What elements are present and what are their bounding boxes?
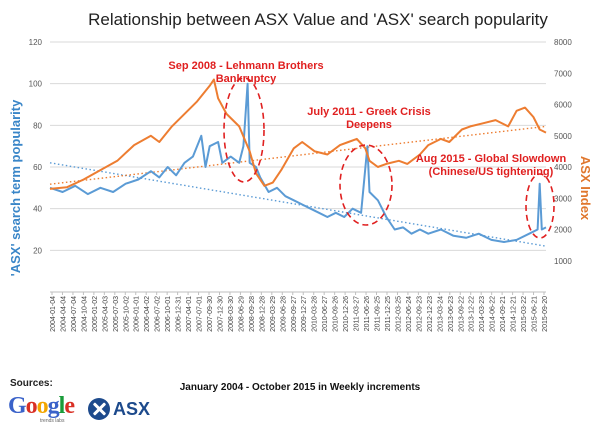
- right-tick-label: 1000: [554, 257, 572, 266]
- x-tick-label: 2005-04-03: [102, 296, 109, 332]
- x-tick-label: 2007-04-01: [186, 296, 193, 332]
- left-tick-label: 60: [33, 163, 42, 172]
- x-tick-label: 2009-03-29: [270, 296, 277, 332]
- x-tick-label: 2008-09-28: [249, 296, 256, 332]
- x-tick-label: 2004-01-04: [50, 296, 57, 332]
- x-tick-label: 2010-09-26: [333, 296, 340, 332]
- search-popularity-line: [49, 82, 547, 243]
- event-highlight-ellipse: [339, 144, 393, 226]
- x-tick-label: 2006-01-01: [134, 296, 141, 332]
- event-highlight-ellipse: [223, 77, 265, 183]
- x-tick-label: 2008-06-29: [238, 296, 245, 332]
- x-tick-label: 2006-04-02: [144, 296, 151, 332]
- google-logo-letter: e: [64, 393, 75, 419]
- google-trends-subtitle: trends labs: [40, 418, 65, 424]
- grid: [50, 41, 546, 293]
- chart-title: Relationship between ASX Value and 'ASX'…: [88, 10, 548, 29]
- x-tick-label: 2010-12-26: [343, 296, 350, 332]
- series-lines: [49, 78, 547, 243]
- google-logo-letter: g: [47, 393, 60, 419]
- x-tick-label: 2015-03-22: [521, 296, 528, 332]
- x-tick-label: 2009-09-27: [291, 296, 298, 332]
- left-tick-label: 100: [29, 80, 43, 89]
- right-tick-label: 5000: [554, 132, 572, 141]
- asx-logo-text: ASX: [113, 398, 151, 419]
- trend-line: [49, 125, 547, 185]
- x-tick-label: 2010-06-27: [322, 296, 329, 332]
- x-tick-label: 2006-10-01: [165, 296, 172, 332]
- left-tick-label: 40: [33, 205, 42, 214]
- x-axis-label: January 2004 - October 2015 in Weekly in…: [180, 382, 421, 393]
- x-tick-label: 2014-09-21: [500, 296, 507, 332]
- x-tick-label: 2007-09-30: [207, 296, 214, 332]
- annotation-text: Deepens: [346, 119, 392, 131]
- right-tick-label: 3000: [554, 194, 572, 203]
- x-tick-label: 2007-07-01: [197, 296, 204, 332]
- google-trends-logo: Google: [8, 393, 75, 419]
- right-tick-label: 6000: [554, 101, 572, 110]
- annotation-text: Bankruptcy: [216, 73, 277, 85]
- x-tick-label: 2013-09-22: [458, 296, 465, 332]
- x-tick-label: 2005-07-03: [113, 296, 120, 332]
- x-tick-label: 2009-06-28: [280, 296, 287, 332]
- x-tick-label: 2006-07-02: [155, 296, 162, 332]
- x-tick-label: 2014-12-21: [511, 296, 518, 332]
- x-tick-label: 2009-12-27: [301, 296, 308, 332]
- x-tick-label: 2012-12-23: [427, 296, 434, 332]
- x-tick-label: 2013-06-23: [448, 296, 455, 332]
- annotation-text: Aug 2015 - Global Slowdown: [416, 153, 567, 165]
- x-tick-label: 2012-06-24: [406, 296, 413, 332]
- right-axis-label: ASX Index: [578, 156, 593, 221]
- x-tick-label: 2012-09-23: [416, 296, 423, 332]
- x-tick-label: 2014-06-22: [490, 296, 497, 332]
- left-axis-ticks: 20 40 60 80 100 120: [29, 38, 43, 255]
- x-tick-label: 2006-12-31: [176, 296, 183, 332]
- x-tick-label: 2011-03-27: [354, 296, 361, 331]
- x-tick-label: 2004-07-04: [71, 296, 78, 332]
- x-tick-label: 2005-01-02: [92, 296, 99, 332]
- x-tick-label: 2010-03-28: [312, 296, 319, 332]
- x-tick-label: 2015-09-20: [542, 296, 549, 332]
- left-tick-label: 20: [33, 246, 42, 255]
- google-logo-letter: l: [58, 393, 66, 419]
- right-tick-label: 8000: [554, 38, 572, 47]
- x-tick-label: 2014-03-23: [479, 296, 486, 332]
- sources-label: Sources:: [10, 378, 53, 389]
- annotation-text: July 2011 - Greek Crisis: [307, 106, 431, 118]
- x-tick-label: 2013-12-22: [469, 296, 476, 332]
- x-tick-label: 2012-03-25: [395, 296, 402, 332]
- right-axis-ticks: 1000 2000 3000 4000 5000 6000 7000 8000: [554, 38, 572, 266]
- x-tick-label: 2004-04-04: [60, 296, 67, 332]
- right-tick-label: 2000: [554, 226, 572, 235]
- asx-x-icon: [88, 398, 110, 420]
- left-axis-label: 'ASX' search term popularity: [8, 99, 23, 276]
- event-highlight-ellipse: [525, 173, 555, 239]
- x-tick-label: 2015-06-21: [532, 296, 539, 332]
- x-tick-label: 2008-12-28: [259, 296, 266, 332]
- x-tick-label: 2007-12-30: [217, 296, 224, 332]
- google-logo-letter: o: [36, 393, 49, 419]
- right-tick-label: 7000: [554, 69, 572, 78]
- annotation-text: (Chinese/US tightening): [429, 166, 554, 178]
- x-tick-label: 2004-10-04: [81, 296, 88, 332]
- annotation-text: Sep 2008 - Lehmann Brothers: [168, 60, 323, 72]
- x-axis-ticks: 2004-01-04 2004-04-04 2004-07-04 2004-10-04…: [50, 292, 549, 332]
- x-tick-label: 2011-09-25: [375, 296, 382, 331]
- trend-lines: [49, 125, 547, 247]
- left-tick-label: 120: [29, 38, 43, 47]
- x-tick-label: 2011-12-25: [385, 296, 392, 331]
- x-tick-label: 2011-06-26: [364, 296, 371, 331]
- asx-index-line: [49, 78, 547, 190]
- x-tick-label: 2008-03-30: [228, 296, 235, 332]
- google-logo-letter: o: [25, 393, 38, 419]
- google-logo-letter: G: [8, 393, 27, 419]
- x-tick-label: 2005-10-02: [123, 296, 130, 332]
- x-tick-label: 2013-03-24: [437, 296, 444, 332]
- left-tick-label: 80: [33, 121, 42, 130]
- right-tick-label: 4000: [554, 163, 572, 172]
- asx-logo: ASX: [88, 398, 150, 420]
